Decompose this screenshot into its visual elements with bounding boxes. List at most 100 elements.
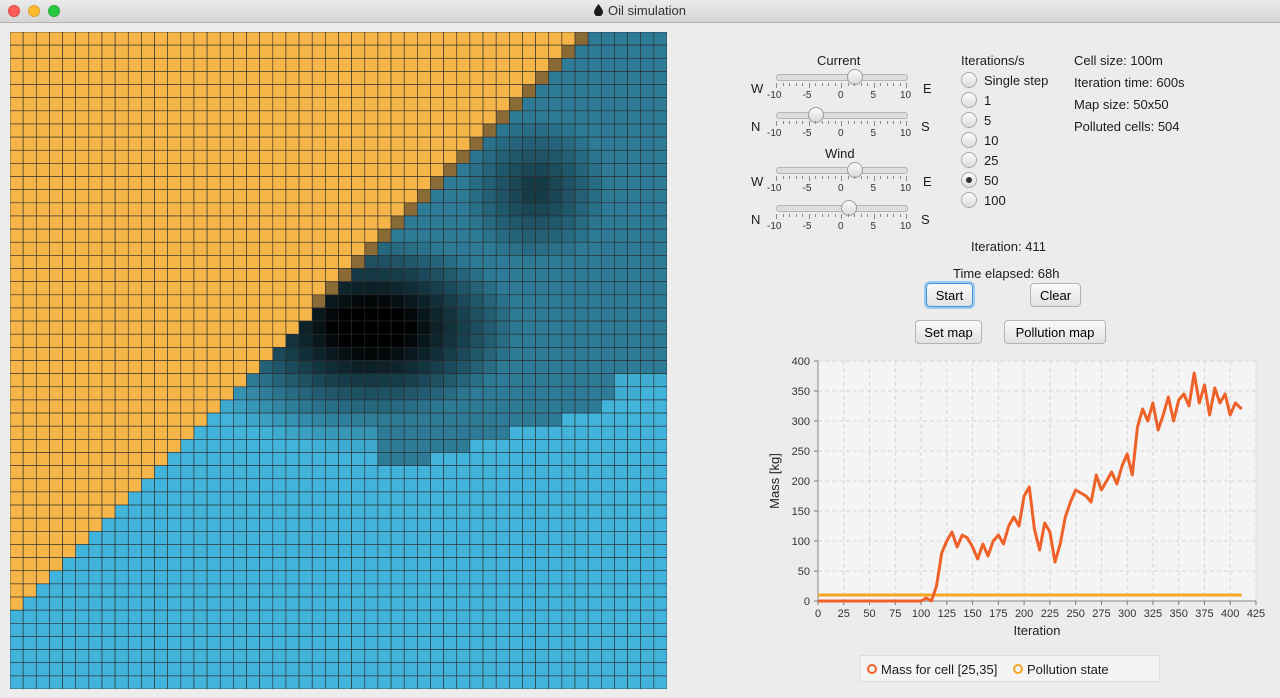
- map-cell[interactable]: [390, 189, 405, 204]
- map-cell[interactable]: [377, 425, 392, 440]
- map-cell[interactable]: [10, 307, 24, 322]
- map-cell[interactable]: [548, 425, 563, 440]
- map-cell[interactable]: [62, 215, 77, 230]
- map-cell[interactable]: [154, 596, 168, 611]
- map-cell[interactable]: [246, 149, 260, 164]
- map-cell[interactable]: [49, 241, 63, 256]
- map-cell[interactable]: [443, 202, 458, 217]
- map-cell[interactable]: [272, 675, 287, 689]
- map-cell[interactable]: [219, 425, 234, 440]
- map-cell[interactable]: [403, 333, 418, 348]
- map-cell[interactable]: [180, 149, 195, 164]
- map-cell[interactable]: [535, 544, 550, 558]
- map-cell[interactable]: [10, 97, 24, 112]
- map-cell[interactable]: [351, 149, 366, 164]
- map-cell[interactable]: [627, 425, 642, 440]
- map-cell[interactable]: [22, 491, 37, 506]
- map-cell[interactable]: [364, 570, 379, 585]
- map-cell[interactable]: [298, 609, 313, 624]
- map-cell[interactable]: [535, 373, 550, 388]
- map-cell[interactable]: [49, 649, 63, 664]
- map-cell[interactable]: [390, 478, 405, 493]
- map-cell[interactable]: [364, 373, 379, 388]
- map-cell[interactable]: [351, 44, 366, 59]
- map-cell[interactable]: [127, 241, 142, 256]
- map-cell[interactable]: [114, 609, 129, 624]
- map-cell[interactable]: [62, 57, 77, 72]
- map-cell[interactable]: [600, 255, 615, 269]
- map-cell[interactable]: [417, 491, 431, 506]
- map-cell[interactable]: [206, 347, 221, 361]
- map-cell[interactable]: [233, 97, 247, 112]
- map-cell[interactable]: [10, 675, 24, 689]
- map-cell[interactable]: [193, 255, 208, 269]
- map-cell[interactable]: [443, 123, 458, 138]
- map-cell[interactable]: [114, 399, 129, 414]
- map-cell[interactable]: [180, 268, 195, 282]
- map-cell[interactable]: [403, 452, 418, 466]
- map-cell[interactable]: [574, 504, 589, 519]
- map-cell[interactable]: [653, 439, 667, 453]
- map-cell[interactable]: [574, 84, 589, 99]
- map-cell[interactable]: [325, 373, 339, 388]
- map-cell[interactable]: [272, 123, 287, 138]
- map-cell[interactable]: [403, 373, 418, 388]
- map-cell[interactable]: [311, 544, 326, 558]
- map-cell[interactable]: [101, 517, 116, 532]
- map-cell[interactable]: [403, 386, 418, 401]
- map-cell[interactable]: [351, 544, 366, 558]
- map-cell[interactable]: [180, 360, 195, 374]
- map-cell[interactable]: [469, 320, 484, 335]
- map-cell[interactable]: [377, 110, 392, 125]
- map-cell[interactable]: [627, 452, 642, 466]
- map-cell[interactable]: [35, 149, 50, 164]
- map-cell[interactable]: [167, 662, 182, 677]
- map-cell[interactable]: [101, 557, 116, 572]
- map-cell[interactable]: [101, 544, 116, 558]
- map-cell[interactable]: [495, 57, 510, 72]
- map-cell[interactable]: [535, 622, 550, 637]
- map-cell[interactable]: [311, 255, 326, 269]
- map-cell[interactable]: [627, 189, 642, 204]
- map-cell[interactable]: [351, 504, 366, 519]
- map-cell[interactable]: [430, 465, 444, 480]
- map-cell[interactable]: [482, 228, 497, 243]
- map-cell[interactable]: [482, 84, 497, 99]
- map-cell[interactable]: [75, 268, 90, 282]
- map-cell[interactable]: [114, 228, 129, 243]
- map-cell[interactable]: [377, 609, 392, 624]
- map-cell[interactable]: [614, 228, 628, 243]
- map-cell[interactable]: [509, 675, 523, 689]
- map-cell[interactable]: [219, 675, 234, 689]
- map-cell[interactable]: [600, 333, 615, 348]
- map-cell[interactable]: [417, 149, 431, 164]
- map-cell[interactable]: [443, 557, 458, 572]
- map-cell[interactable]: [587, 649, 602, 664]
- map-cell[interactable]: [456, 531, 471, 545]
- map-cell[interactable]: [614, 596, 628, 611]
- map-cell[interactable]: [522, 675, 536, 689]
- map-cell[interactable]: [141, 452, 155, 466]
- map-cell[interactable]: [614, 531, 628, 545]
- map-cell[interactable]: [127, 570, 142, 585]
- map-cell[interactable]: [10, 281, 24, 296]
- map-cell[interactable]: [548, 412, 563, 427]
- map-cell[interactable]: [49, 44, 63, 59]
- map-cell[interactable]: [627, 622, 642, 637]
- map-cell[interactable]: [325, 636, 339, 650]
- map-cell[interactable]: [259, 425, 274, 440]
- map-cell[interactable]: [206, 202, 221, 217]
- map-cell[interactable]: [574, 531, 589, 545]
- map-cell[interactable]: [482, 97, 497, 112]
- map-cell[interactable]: [627, 412, 642, 427]
- map-cell[interactable]: [88, 255, 103, 269]
- map-cell[interactable]: [233, 386, 247, 401]
- map-cell[interactable]: [10, 636, 24, 650]
- map-cell[interactable]: [443, 57, 458, 72]
- map-cell[interactable]: [430, 544, 444, 558]
- map-cell[interactable]: [456, 136, 471, 151]
- map-cell[interactable]: [246, 675, 260, 689]
- map-cell[interactable]: [114, 320, 129, 335]
- map-cell[interactable]: [587, 360, 602, 374]
- map-cell[interactable]: [114, 517, 129, 532]
